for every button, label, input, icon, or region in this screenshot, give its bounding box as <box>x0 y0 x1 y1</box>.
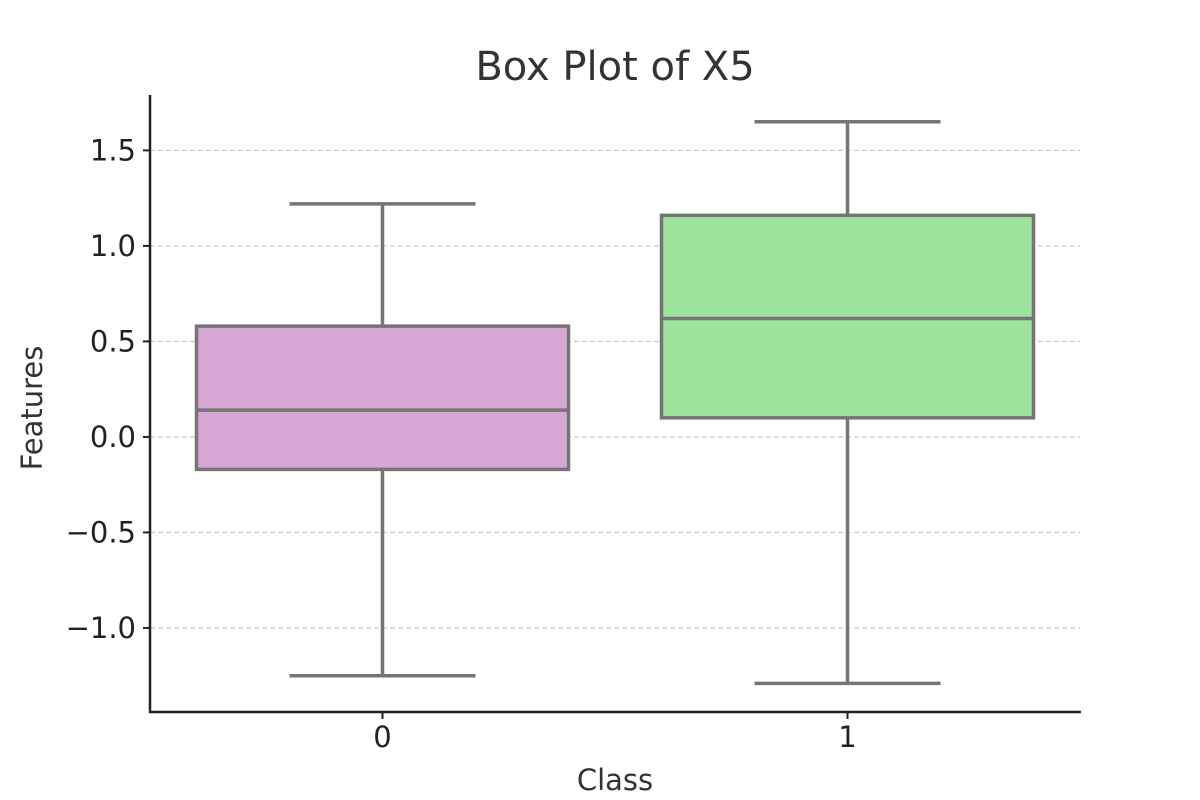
y-tick-label: 1.5 <box>90 133 136 167</box>
iqr-box <box>659 213 1036 420</box>
box-group-class-1 <box>659 119 1036 686</box>
boxes <box>194 119 1036 686</box>
axes <box>148 95 1081 714</box>
y-tick-label: 0.5 <box>90 324 136 358</box>
y-tick-label: −1.0 <box>66 611 136 645</box>
y-ticks: 1.5 1.0 0.5 0.0 −0.5 −1.0 <box>66 133 150 645</box>
y-tick-label: 0.0 <box>90 420 136 454</box>
iqr-box <box>194 324 571 472</box>
x-tick-label: 0 <box>373 720 391 754</box>
box-group-class-0 <box>194 202 571 678</box>
y-axis-label: Features <box>15 346 49 471</box>
y-tick-label: 1.0 <box>90 229 136 263</box>
y-tick-label: −0.5 <box>66 515 136 549</box>
chart-title: Box Plot of X5 <box>475 44 754 90</box>
x-tick-label: 1 <box>838 720 856 754</box>
x-axis-label: Class <box>577 763 653 797</box>
